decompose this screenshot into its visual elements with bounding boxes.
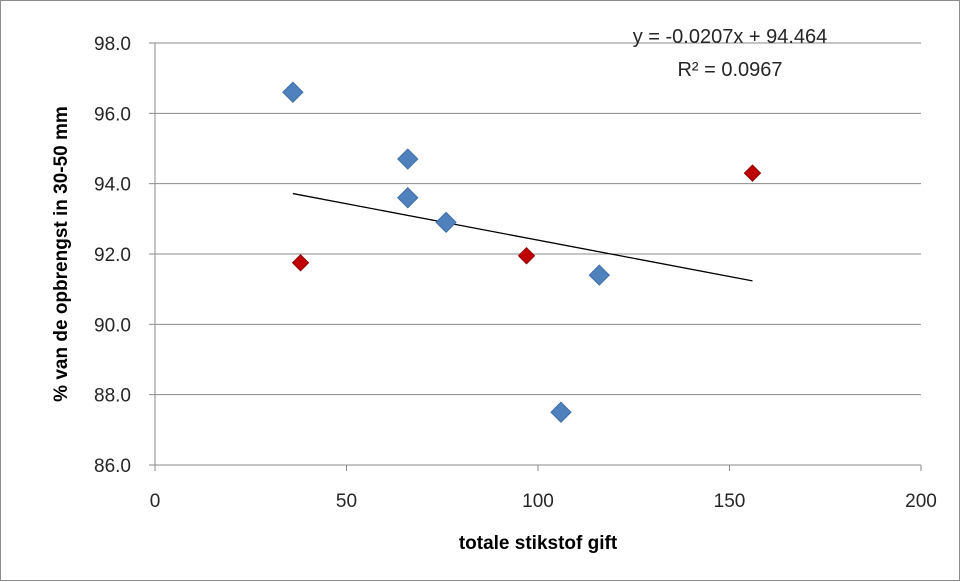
data-point-blue	[588, 264, 610, 286]
data-point-blue	[397, 187, 419, 209]
y-tick-label: 86.0	[94, 456, 131, 477]
trendline	[292, 192, 753, 282]
y-tick-label: 98.0	[94, 34, 131, 55]
y-tick-label: 94.0	[94, 175, 131, 196]
trendline-group	[292, 192, 753, 282]
data-point-red	[291, 254, 310, 272]
data-point-blue	[282, 81, 304, 103]
x-axis-title: totale stikstof gift	[459, 533, 618, 554]
trendline-equation: y = -0.0207x + 94.464	[633, 26, 828, 48]
x-tick-label: 150	[714, 491, 746, 512]
data-point-blue	[397, 148, 419, 170]
y-tick-label: 96.0	[94, 104, 131, 125]
y-axis-title: % van de opbrengst in 30-50 mm	[51, 106, 72, 402]
gridlines	[155, 42, 921, 396]
labels: totale stikstof gift % van de opbrengst …	[51, 26, 937, 554]
data-points	[282, 81, 762, 423]
r-squared-label: R² = 0.0967	[677, 59, 782, 81]
y-tick-label: 90.0	[94, 315, 131, 336]
data-point-blue	[435, 211, 457, 234]
data-point-red	[743, 164, 762, 182]
x-tick-label: 0	[150, 491, 161, 512]
data-point-blue	[550, 401, 572, 423]
y-tick-label: 92.0	[94, 245, 131, 266]
x-tick-label: 100	[522, 491, 554, 512]
axes	[149, 42, 922, 471]
y-tick-label: 88.0	[94, 386, 131, 407]
x-tick-label: 50	[336, 491, 357, 512]
x-tick-label: 200	[905, 491, 937, 512]
data-point-red	[517, 247, 536, 265]
